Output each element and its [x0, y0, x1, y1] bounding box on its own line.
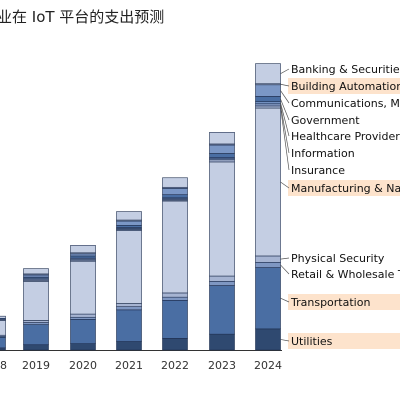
legend-label: Physical Security — [291, 252, 385, 265]
bar-segment-retail-wholesale-trade-2022 — [162, 296, 188, 301]
legend-label: Communications, Media — [291, 97, 400, 110]
bar-segment-transportation-2019 — [23, 324, 49, 346]
legend-label: Government — [291, 114, 360, 127]
legend-highlight — [288, 294, 400, 310]
bar-segment-manufacturing-natural-resources-2018 — [0, 320, 6, 336]
bar-segment-information-2024 — [255, 103, 281, 107]
bar-segment-retail-wholesale-trade-2018 — [0, 335, 6, 338]
x-tick-label: 2023 — [208, 359, 236, 372]
bar-segment-physical-security-2021 — [116, 303, 142, 307]
bar-segment-retail-wholesale-trade-2020 — [70, 316, 96, 320]
bar-segment-retail-wholesale-trade-2019 — [23, 322, 49, 325]
bar-segment-communications-media-services-2024 — [255, 84, 281, 97]
bar-segment-government-2018 — [0, 317, 6, 320]
bar-segment-utilities-2020 — [70, 343, 96, 351]
legend-label: Retail & Wholesale Trac — [291, 268, 400, 281]
bar-segment-insurance-2024 — [255, 105, 281, 109]
bar-segment-transportation-2023 — [209, 285, 235, 335]
legend-label: Insurance — [291, 164, 345, 177]
leader-line — [280, 102, 290, 137]
bar-segment-physical-security-2022 — [162, 292, 188, 298]
leader-line — [280, 264, 290, 275]
x-tick-label: 2022 — [161, 359, 189, 372]
leader-line — [280, 106, 290, 171]
legend-label: Information — [291, 147, 355, 160]
bar-segment-transportation-2021 — [116, 309, 142, 342]
x-tick-label: 2024 — [254, 359, 282, 372]
legend-label: Utilities — [291, 335, 333, 348]
bar-segment-physical-security-2019 — [23, 320, 49, 323]
bar-segment-physical-security-2024 — [255, 255, 281, 263]
leader-line — [280, 90, 290, 104]
legend-label: Transportation — [290, 296, 370, 309]
bar-segment-utilities-2018 — [0, 347, 6, 351]
bar-segment-physical-security-2020 — [70, 313, 96, 318]
bar-segment-manufacturing-natural-resources-2022 — [162, 200, 188, 294]
leader-line — [280, 257, 290, 260]
leader-line — [280, 104, 290, 154]
leader-line — [280, 68, 290, 74]
bar-segment-government-2021 — [116, 225, 142, 228]
bar-segment-utilities-2022 — [162, 338, 188, 351]
bar-segment-retail-wholesale-trade-2024 — [255, 261, 281, 268]
page-title: 行业在 IoT 平台的支出预测 — [0, 8, 165, 26]
leader-line — [280, 98, 290, 121]
x-tick-label: 2019 — [22, 359, 50, 372]
bar-segment-transportation-2018 — [0, 337, 6, 349]
bar-segment-utilities-2023 — [209, 333, 235, 351]
bar-segment-banking-securities-2018 — [0, 315, 6, 319]
bar-segment-manufacturing-natural-resources-2023 — [209, 161, 235, 277]
legend-label: Building Automation — [291, 80, 400, 93]
bar-segment-manufacturing-natural-resources-2020 — [70, 260, 96, 315]
bar-segment-manufacturing-natural-resources-2024 — [255, 107, 281, 257]
leader-line — [280, 339, 290, 342]
x-tick-label: 2020 — [69, 359, 97, 372]
legend-highlight — [288, 333, 400, 349]
bar-segment-communications-media-services-2023 — [209, 144, 235, 154]
legend-label: Healthcare Providers — [291, 130, 400, 143]
bar-segment-communications-media-services-2021 — [116, 220, 142, 226]
bar-segment-utilities-2019 — [23, 344, 49, 351]
bar-segment-utilities-2021 — [116, 341, 142, 351]
bar-segment-insurance-2018 — [0, 319, 6, 321]
legend-highlight — [288, 180, 400, 196]
bar-segment-healthcare-providers-2024 — [255, 101, 281, 105]
bar-segment-utilities-2024 — [255, 328, 281, 351]
x-tick-label: 2018 — [0, 359, 7, 372]
bar-segment-government-2020 — [70, 255, 96, 259]
bar-segment-manufacturing-natural-resources-2019 — [23, 281, 49, 321]
bar-segment-communications-media-services-2020 — [70, 253, 96, 257]
bar-segment-retail-wholesale-trade-2021 — [116, 306, 142, 311]
bar-segment-transportation-2020 — [70, 319, 96, 344]
bar-segment-government-2024 — [255, 96, 281, 102]
bar-segment-insurance-2023 — [209, 159, 235, 163]
leader-line — [280, 83, 290, 87]
legend-label: Banking & Securities — [291, 63, 400, 76]
bar-segment-government-2023 — [209, 153, 235, 158]
x-tick-label: 2021 — [115, 359, 143, 372]
legend-highlight — [288, 78, 400, 94]
legend-label: Manufacturing & Nature — [291, 182, 400, 195]
bar-segment-physical-security-2023 — [209, 275, 235, 282]
bar-segment-communications-media-services-2019 — [23, 274, 49, 278]
bar-segment-retail-wholesale-trade-2023 — [209, 281, 235, 286]
bar-segment-banking-securities-2019 — [23, 268, 49, 275]
bar-segment-transportation-2024 — [255, 267, 281, 330]
bar-segment-banking-securities-2021 — [116, 211, 142, 221]
bar-segment-physical-security-2018 — [0, 334, 6, 337]
bar-segment-banking-securities-2024 — [255, 63, 281, 85]
bar-segment-manufacturing-natural-resources-2021 — [116, 230, 142, 304]
bar-segment-communications-media-services-2022 — [162, 188, 188, 195]
bar-segment-banking-securities-2023 — [209, 132, 235, 145]
bar-segment-banking-securities-2022 — [162, 177, 188, 188]
leader-line — [280, 297, 290, 303]
bar-segment-transportation-2022 — [162, 300, 188, 339]
bar-segment-government-2022 — [162, 194, 188, 199]
bar-segment-banking-securities-2020 — [70, 245, 96, 254]
leader-line — [280, 181, 290, 189]
